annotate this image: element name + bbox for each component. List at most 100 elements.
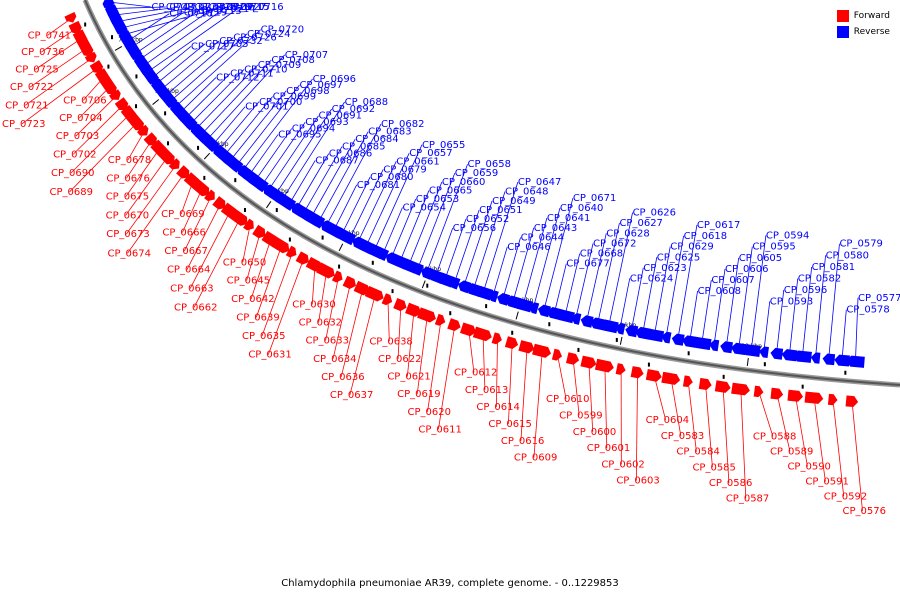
leader-line <box>281 101 345 200</box>
gene-label: CP_0634 <box>313 354 356 365</box>
minor-feature-mark <box>763 362 766 367</box>
forward-gene-arrow <box>157 146 175 165</box>
leader-line <box>855 297 859 362</box>
leader-line <box>125 148 160 197</box>
gene-label: CP_0656 <box>453 223 496 234</box>
leader-line <box>318 131 369 222</box>
gene-label: CP_0596 <box>784 285 827 296</box>
leader-line <box>110 6 166 9</box>
leader-line <box>70 113 130 174</box>
leader-line <box>195 64 259 130</box>
gene-label: CP_0577 <box>858 293 900 304</box>
gene-label: CP_0655 <box>422 140 465 151</box>
gene-label: CP_0637 <box>330 390 373 401</box>
gene-label: CP_0724 <box>247 29 290 40</box>
forward-gene-arrow <box>176 165 190 179</box>
gene-label: CP_0741 <box>28 30 71 41</box>
leader-line <box>453 209 480 283</box>
forward-gene-arrow <box>136 124 149 136</box>
leader-line <box>533 351 543 458</box>
forward-gene-arrow <box>661 371 681 385</box>
gene-label: CP_0706 <box>63 95 106 106</box>
leader-line <box>713 268 726 346</box>
gene-label: CP_0679 <box>383 164 426 175</box>
leader-line <box>725 257 740 347</box>
gene-label: CP_0635 <box>242 331 285 342</box>
forward-gene-arrow <box>212 196 226 210</box>
gene-label: CP_0591 <box>805 476 848 487</box>
leader-line <box>828 243 840 360</box>
gene-label: CP_0708 <box>271 55 314 66</box>
gene-label: CP_0658 <box>468 159 511 170</box>
gene-label: CP_0721 <box>5 100 48 111</box>
leader-line <box>78 86 110 119</box>
gene-label: CP_0690 <box>51 168 94 179</box>
leader-line <box>740 389 747 499</box>
gene-label: CP_0592 <box>824 491 867 502</box>
leader-line <box>212 106 246 146</box>
minor-feature-mark <box>164 111 167 116</box>
leader-line <box>261 252 293 337</box>
gene-label: CP_0701 <box>245 102 288 113</box>
legend: Forward Reverse <box>836 8 890 40</box>
reverse-gene-arrow <box>615 322 626 335</box>
gene-label: CP_0627 <box>619 218 662 229</box>
gene-label: CP_0587 <box>726 493 769 504</box>
leader-line <box>131 12 185 48</box>
forward-gene-arrow <box>84 51 97 63</box>
gene-label: CP_0639 <box>236 312 279 323</box>
leader-line <box>69 122 138 193</box>
forward-gene-arrow <box>68 20 82 35</box>
leader-line <box>186 203 221 270</box>
leader-line <box>426 164 468 273</box>
leader-line <box>242 78 313 171</box>
leader-line <box>218 101 260 151</box>
reverse-gene-arrow <box>625 324 639 338</box>
backbone-line <box>84 0 900 386</box>
gene-label: CP_0584 <box>676 447 719 458</box>
leader-line <box>127 173 185 254</box>
gene-label: CP_0700 <box>259 97 302 108</box>
forward-gene-arrow <box>491 332 502 345</box>
gene-label: CP_0595 <box>752 242 795 253</box>
gene-label: CP_0731 <box>166 2 209 13</box>
forward-gene-arrow <box>753 385 764 398</box>
gene-label: CP_0589 <box>770 446 813 457</box>
leader-line <box>135 10 199 54</box>
reverse-gene-arrow <box>742 344 761 357</box>
gene-label: CP_0697 <box>299 80 342 91</box>
forward-gene-arrow <box>342 275 356 289</box>
gene-label: CP_0622 <box>378 354 421 365</box>
gene-label: CP_0648 <box>505 187 548 198</box>
leader-line <box>268 115 319 191</box>
forward-gene-arrow <box>270 236 290 254</box>
leader-line <box>677 224 698 340</box>
leader-line <box>416 315 428 395</box>
gene-label: CP_0685 <box>342 142 385 153</box>
gene-label: CP_0582 <box>798 274 841 285</box>
minor-feature-mark <box>426 283 429 288</box>
gene-label: CP_0663 <box>170 284 213 295</box>
leader-line <box>619 278 631 329</box>
gene-label: CP_0664 <box>167 265 210 276</box>
forward-gene-arrow <box>243 218 254 231</box>
reverse-gene-arrow <box>556 309 576 324</box>
reverse-gene-arrow <box>671 333 685 346</box>
minor-feature-mark <box>243 207 246 212</box>
gene-label: CP_0733 <box>180 2 223 13</box>
genome-caption: Chlamydophila pneumoniae AR39, complete … <box>281 578 619 589</box>
leader-line <box>795 395 808 467</box>
forward-gene-arrow <box>714 380 731 393</box>
leader-line <box>851 401 863 512</box>
leader-line <box>382 207 403 255</box>
forward-gene-arrow <box>594 358 614 373</box>
gene-label: CP_0671 <box>573 193 616 204</box>
gene-label: CP_0661 <box>396 156 439 167</box>
forward-gene-arrow <box>827 393 838 406</box>
gene-label: CP_0601 <box>587 443 630 454</box>
leader-line <box>120 6 209 29</box>
gene-label: CP_0654 <box>402 202 445 213</box>
gene-label: CP_0672 <box>593 239 636 250</box>
leader-line <box>387 300 390 342</box>
leader-line <box>399 190 430 262</box>
